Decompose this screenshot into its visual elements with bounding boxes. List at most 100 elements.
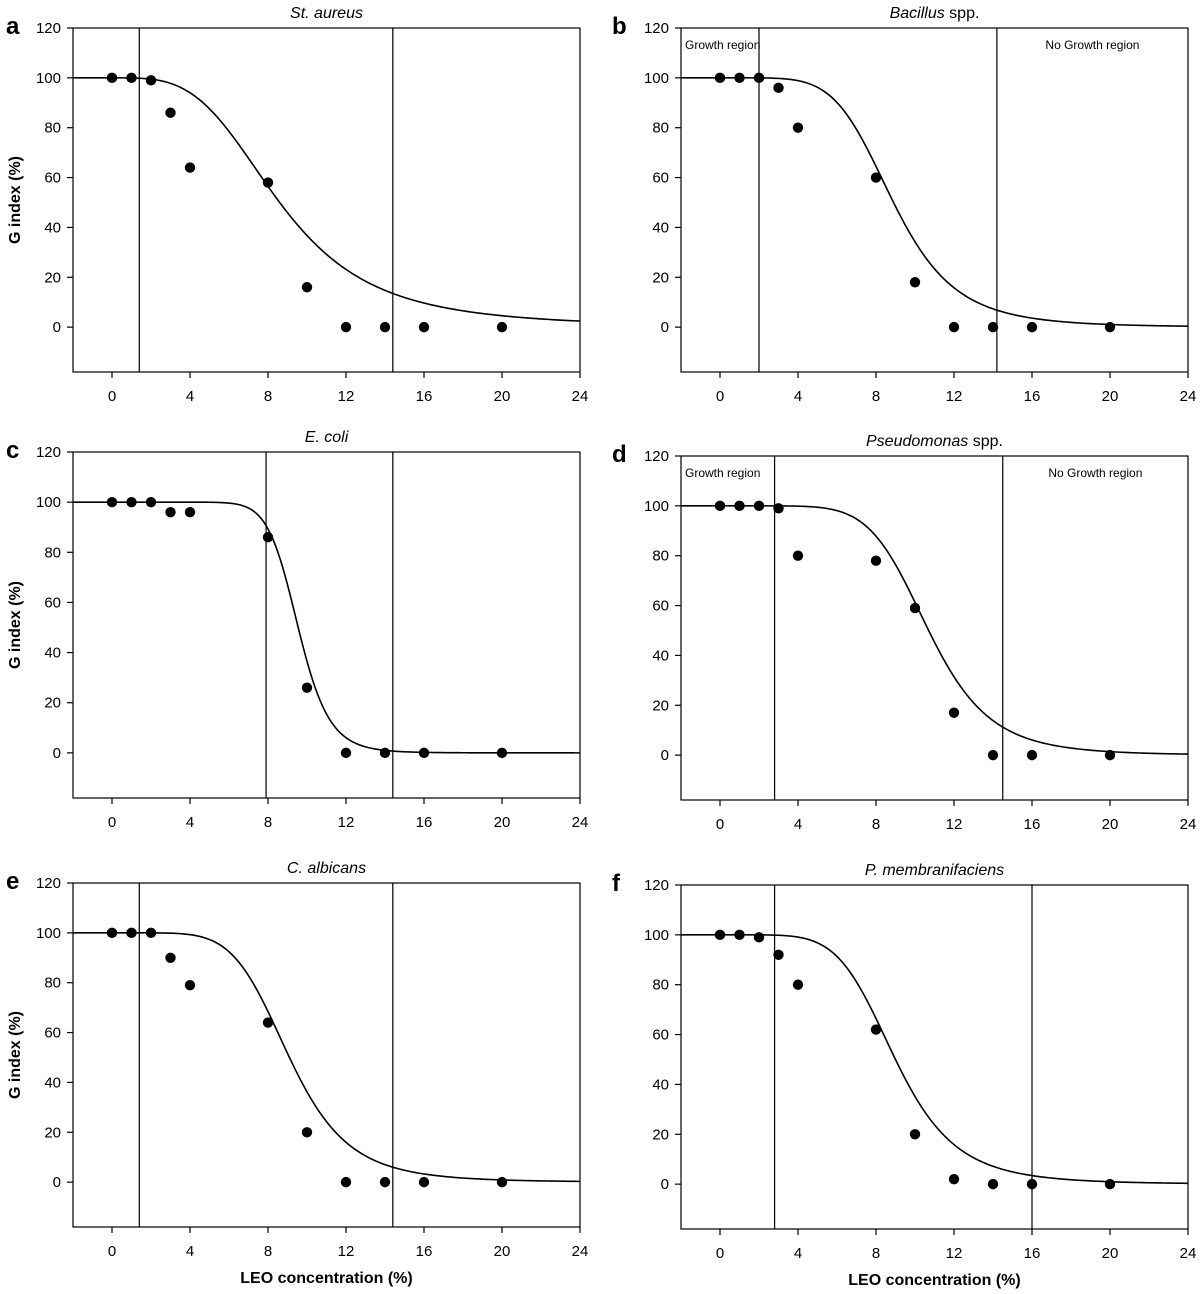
data-point: [753, 932, 765, 943]
x-tick-label: 20: [494, 814, 511, 831]
data-point: [870, 555, 882, 566]
data-point: [418, 321, 430, 333]
x-tick-label: 8: [872, 388, 880, 405]
y-tick-label: 0: [53, 745, 61, 762]
data-point: [301, 682, 313, 693]
fitted-curve: [73, 501, 580, 754]
data-point: [870, 172, 882, 183]
y-tick-label: 40: [44, 219, 61, 236]
data-point: [1104, 749, 1116, 761]
data-point: [948, 321, 960, 333]
y-tick-label: 80: [652, 977, 669, 994]
y-axis-label: G index (%): [7, 156, 24, 244]
plot-frame: [72, 451, 581, 799]
data-point: [262, 532, 274, 543]
data-point: [184, 980, 196, 991]
y-axis-label: G index (%): [7, 1011, 24, 1099]
panel-title: St. aureus: [290, 5, 363, 22]
panel-title-part: Bacillus: [890, 5, 945, 22]
data-point: [792, 979, 804, 990]
x-tick-label: 0: [108, 814, 116, 831]
fitted-curve: [73, 932, 581, 1183]
y-tick-label: 0: [53, 319, 61, 336]
y-tick-label: 40: [44, 645, 61, 662]
data-point: [184, 162, 196, 173]
y-tick-label: 80: [652, 548, 669, 565]
y-tick-label: 40: [44, 1074, 61, 1091]
y-tick-label: 20: [652, 1126, 669, 1143]
plot-frame: [680, 27, 1189, 373]
data-point: [126, 496, 137, 508]
data-point: [145, 927, 157, 939]
y-tick-label: 60: [44, 594, 61, 611]
data-point: [126, 72, 137, 84]
y-tick-label: 80: [652, 120, 669, 137]
x-tick-label: 12: [338, 814, 355, 831]
data-point: [184, 506, 196, 518]
data-point: [418, 1176, 430, 1188]
x-tick-label: 12: [338, 1243, 355, 1260]
y-tick-label: 60: [652, 170, 669, 187]
panel-title: C. albicans: [287, 860, 366, 877]
data-point: [948, 707, 960, 718]
x-tick-label: 8: [264, 1243, 272, 1260]
y-tick-label: 40: [652, 647, 669, 664]
y-tick-label: 100: [36, 70, 61, 87]
x-tick-label: 12: [338, 388, 355, 405]
data-point: [714, 929, 726, 941]
data-point: [909, 277, 921, 288]
fitted-curve: [681, 934, 1189, 1185]
panel-e: 0 20 40 60 80 100 120 0 4 8 12 16 20 24 e C. albicans G …: [6, 860, 588, 1287]
data-point: [987, 1178, 999, 1190]
y-tick-label: 20: [44, 269, 61, 286]
data-point: [1026, 321, 1038, 333]
data-point: [773, 82, 784, 94]
data-point: [379, 321, 391, 333]
y-tick-label: 120: [36, 20, 61, 37]
y-tick-label: 100: [36, 494, 61, 511]
data-point: [165, 506, 176, 518]
y-tick-label: 60: [44, 170, 61, 187]
x-axis-label: LEO concentration (%): [848, 1272, 1020, 1289]
plot-frame: [680, 884, 1189, 1230]
no-growth-region-label: No Growth region: [1048, 466, 1142, 480]
x-axis-label: LEO concentration (%): [240, 1270, 412, 1287]
data-point: [909, 1129, 921, 1140]
data-point: [496, 747, 508, 759]
x-tick-label: 20: [1102, 816, 1119, 833]
data-point: [792, 122, 804, 133]
x-tick-label: 20: [494, 1243, 511, 1260]
y-tick-label: 20: [652, 697, 669, 714]
fitted-curve: [681, 77, 1189, 327]
x-tick-label: 12: [946, 388, 963, 405]
y-tick-label: 20: [44, 695, 61, 712]
data-point: [106, 927, 118, 939]
plot-frame: [72, 882, 581, 1228]
y-tick-label: 0: [53, 1174, 61, 1191]
x-tick-label: 20: [494, 388, 511, 405]
data-point: [145, 75, 157, 86]
panel-title: P. membranifaciens: [865, 862, 1004, 879]
data-point: [734, 72, 745, 84]
panel-letter: b: [612, 13, 627, 40]
y-tick-label: 100: [644, 498, 669, 515]
panel-title-part: spp.: [945, 5, 980, 22]
data-point: [165, 107, 176, 118]
x-tick-label: 4: [186, 388, 194, 405]
panel-title-part: C. albicans: [287, 860, 366, 877]
x-tick-label: 4: [186, 1243, 194, 1260]
x-tick-label: 16: [1024, 816, 1041, 833]
x-tick-label: 8: [264, 388, 272, 405]
x-tick-label: 12: [946, 816, 963, 833]
panel-title-part: E. coli: [305, 429, 349, 446]
data-point: [379, 1176, 391, 1188]
data-point: [792, 550, 804, 561]
y-tick-label: 60: [652, 1027, 669, 1044]
data-point: [340, 321, 352, 333]
y-tick-label: 20: [44, 1124, 61, 1141]
panel-letter: c: [6, 437, 19, 464]
plot-frame: [680, 455, 1189, 801]
x-tick-label: 24: [1180, 388, 1197, 405]
panel-letter: f: [612, 870, 621, 897]
x-tick-label: 20: [1102, 1245, 1119, 1262]
